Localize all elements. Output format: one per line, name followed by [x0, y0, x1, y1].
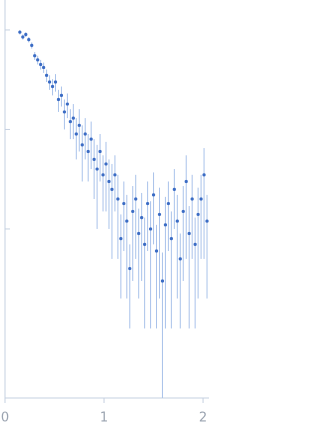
- point: [59, 93, 64, 97]
- point: [65, 102, 69, 106]
- point: [187, 231, 191, 236]
- point: [44, 73, 49, 77]
- point: [77, 123, 81, 127]
- point: [140, 216, 144, 220]
- x-tick-label: 2: [199, 411, 207, 426]
- point: [143, 242, 147, 246]
- point: [83, 132, 87, 136]
- point: [68, 119, 72, 124]
- point: [184, 179, 188, 184]
- point: [24, 32, 28, 37]
- point: [199, 197, 203, 201]
- x-tick-label: 0: [1, 411, 9, 426]
- point: [74, 132, 78, 136]
- point: [18, 30, 22, 34]
- point: [131, 209, 135, 214]
- point: [128, 266, 132, 271]
- point: [36, 58, 40, 62]
- point: [21, 35, 25, 39]
- point: [113, 173, 117, 177]
- point: [110, 187, 114, 191]
- point: [80, 143, 84, 147]
- point: [172, 187, 176, 191]
- point: [116, 197, 120, 201]
- point: [157, 212, 162, 217]
- point: [56, 97, 61, 102]
- point: [107, 179, 111, 184]
- point: [53, 80, 58, 84]
- point: [95, 167, 99, 171]
- point: [42, 65, 46, 70]
- point: [125, 219, 129, 223]
- point: [178, 257, 182, 261]
- point: [101, 173, 105, 177]
- x-tick-label: 1: [100, 411, 108, 426]
- point: [160, 279, 165, 283]
- point: [30, 43, 34, 47]
- point: [163, 223, 168, 227]
- point: [166, 201, 170, 206]
- point: [193, 242, 197, 246]
- point: [119, 236, 123, 241]
- point: [62, 110, 67, 114]
- point: [181, 209, 185, 214]
- point: [33, 54, 37, 58]
- point: [151, 193, 156, 197]
- point: [154, 249, 159, 253]
- point: [89, 137, 93, 141]
- point: [92, 157, 96, 162]
- point: [71, 116, 75, 120]
- point: [134, 197, 138, 201]
- point: [169, 236, 173, 241]
- point: [39, 62, 43, 67]
- point: [175, 219, 179, 223]
- point: [190, 197, 194, 201]
- point: [47, 80, 52, 84]
- point: [205, 219, 209, 223]
- point: [202, 173, 206, 177]
- point: [148, 227, 153, 231]
- point: [146, 201, 150, 206]
- point: [27, 37, 31, 42]
- point: [137, 231, 141, 236]
- point: [196, 212, 200, 217]
- point: [122, 201, 126, 206]
- point: [50, 84, 55, 89]
- point: [86, 149, 90, 154]
- chart: 0 1 2: [1, 0, 209, 426]
- point: [98, 149, 102, 154]
- point: [104, 162, 108, 166]
